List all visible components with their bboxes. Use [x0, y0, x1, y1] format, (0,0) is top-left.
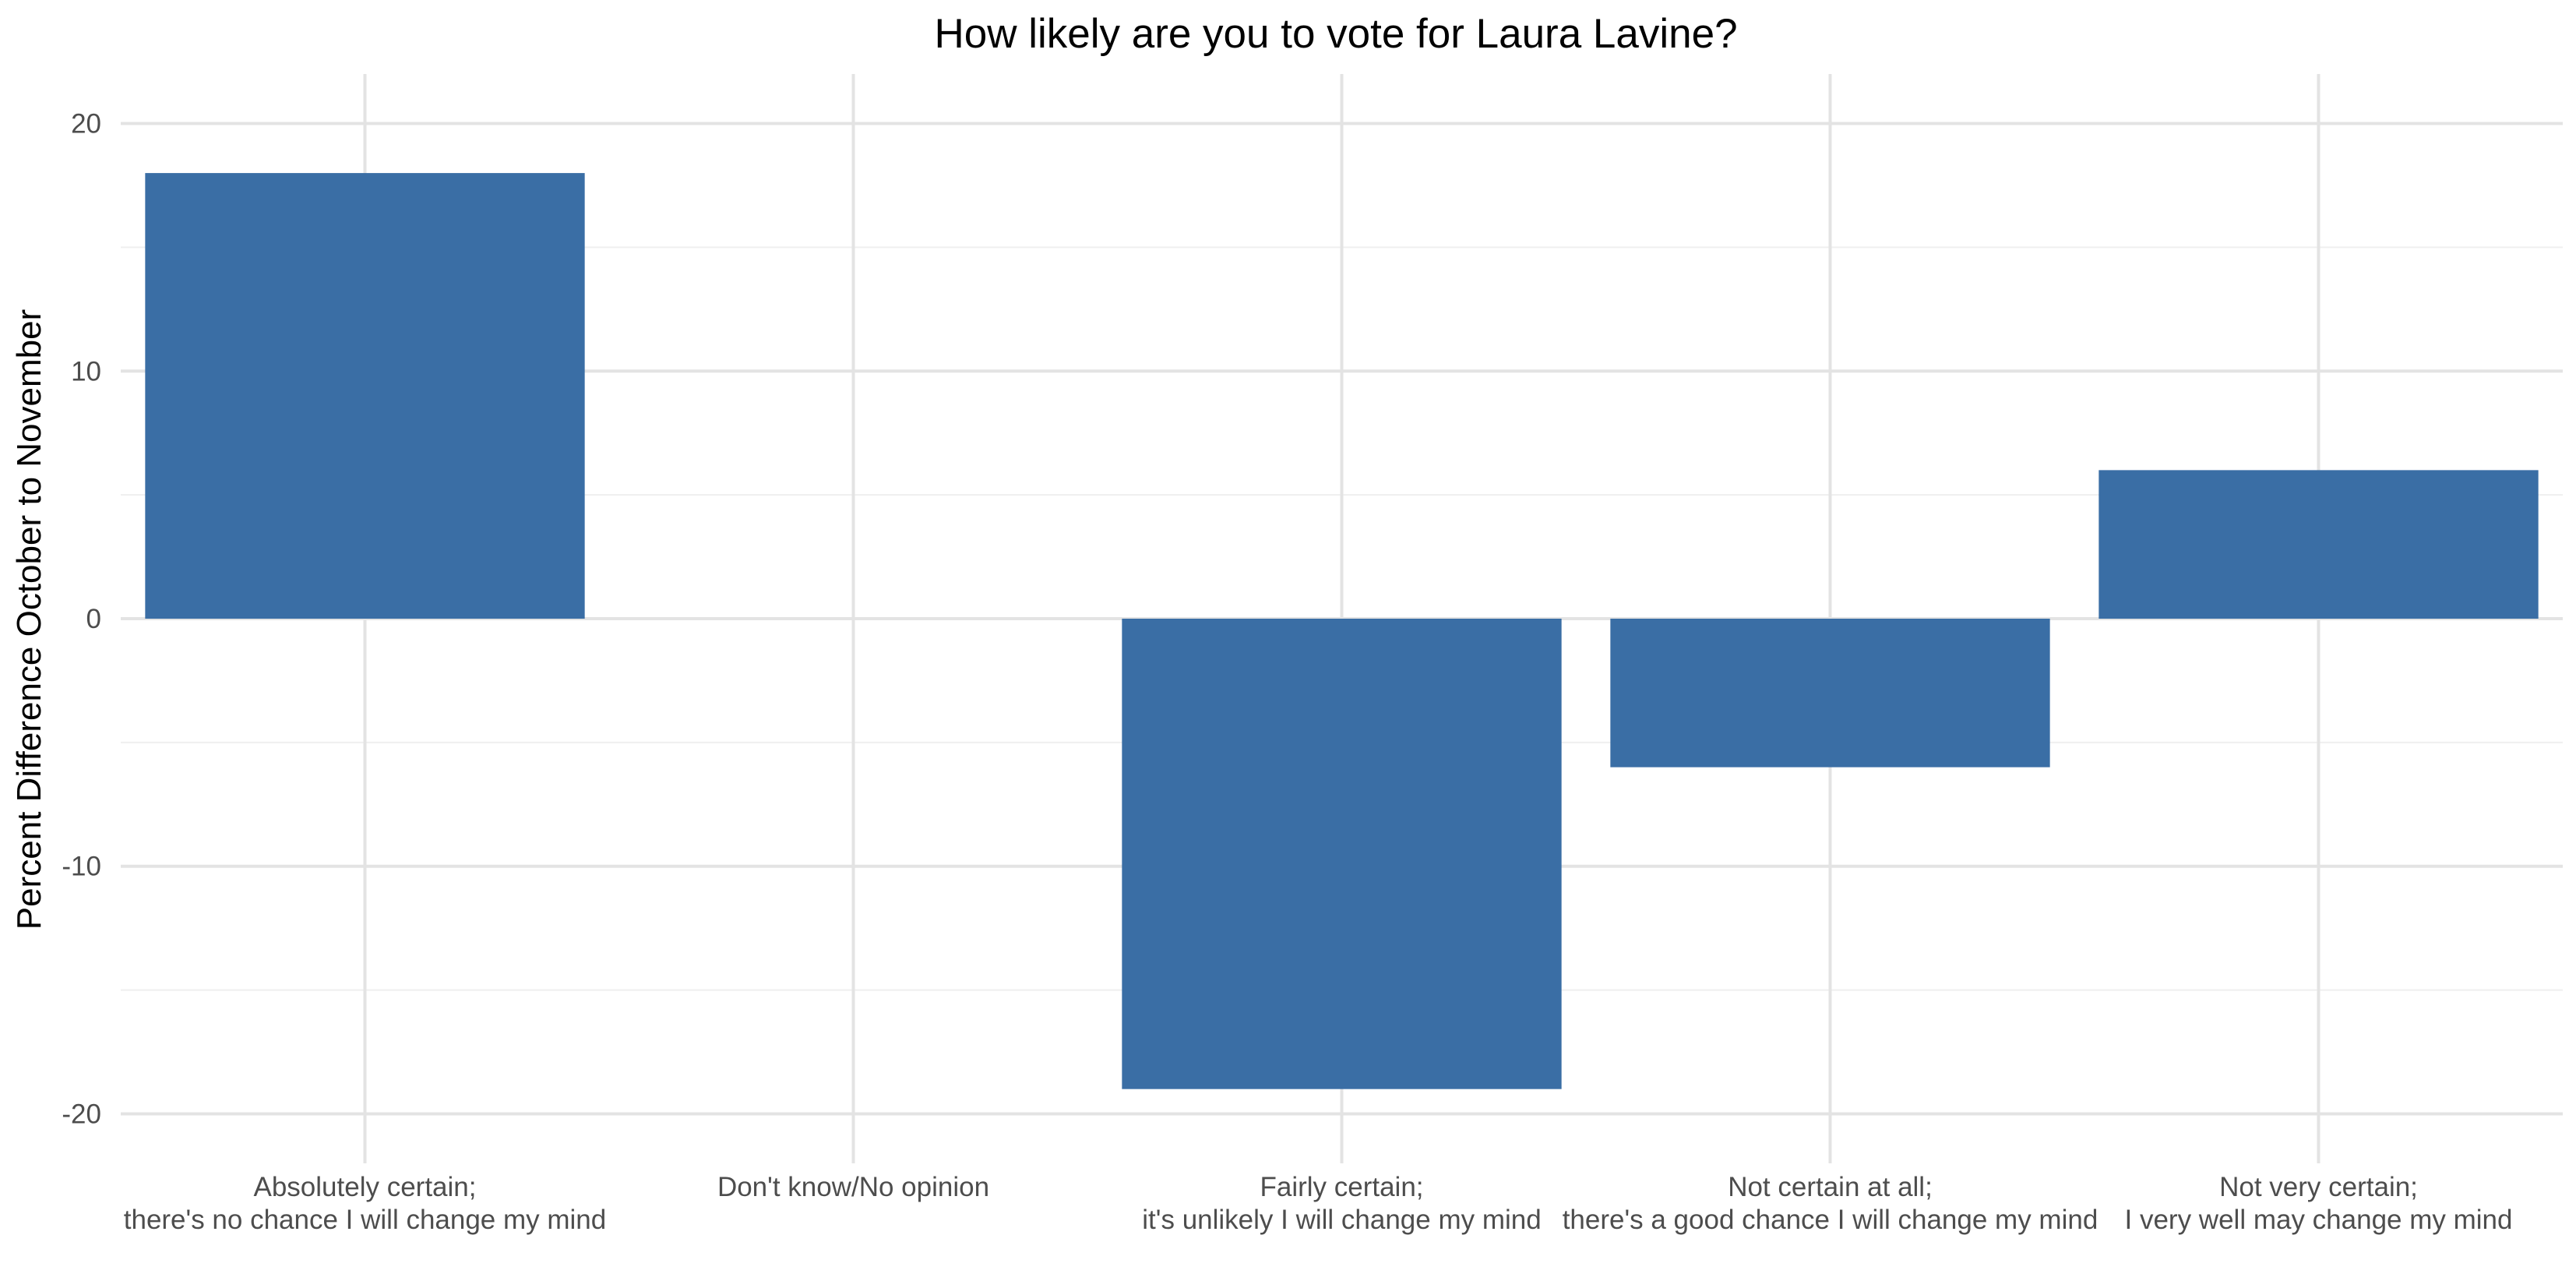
- bar-1: [145, 173, 585, 619]
- y-tick-label: 10: [71, 356, 101, 386]
- tick-labels: -20 -10 0 10 20 Absolutely certain; there's no…: [62, 109, 2512, 1235]
- x-tick-label-line: it's unlikely I will change my mind: [1142, 1205, 1541, 1235]
- x-tick-label-line: there's a good chance I will change my m…: [1563, 1205, 2099, 1235]
- x-tick-label: Absolutely certain; there's no chance I w…: [124, 1172, 607, 1235]
- x-tick-label: Not certain at all; there's a good chance…: [1563, 1172, 2099, 1235]
- bar-5: [2099, 470, 2539, 619]
- bar-3: [1122, 619, 1562, 1089]
- x-tick-label-line: Don't know/No opinion: [717, 1172, 989, 1202]
- y-tick-label: -10: [62, 852, 101, 882]
- x-tick-label: Not very certain; I very well may change …: [2125, 1172, 2513, 1235]
- y-tick-label: -20: [62, 1099, 101, 1129]
- x-tick-label: Don't know/No opinion: [717, 1172, 989, 1202]
- x-tick-label: Fairly certain; it's unlikely I will chan…: [1142, 1172, 1541, 1235]
- x-tick-label-line: Fairly certain;: [1260, 1172, 1423, 1202]
- x-tick-label-line: Not very certain;: [2219, 1172, 2418, 1202]
- y-tick-label: 0: [86, 604, 101, 634]
- y-tick-label: 20: [71, 109, 101, 139]
- y-axis-label: Percent Difference October to November: [10, 309, 48, 930]
- x-tick-label-line: I very well may change my mind: [2125, 1205, 2513, 1235]
- x-tick-label-line: Absolutely certain;: [254, 1172, 477, 1202]
- x-tick-label-line: Not certain at all;: [1728, 1172, 1933, 1202]
- chart-title: How likely are you to vote for Laura Lav…: [934, 11, 1737, 57]
- x-tick-label-line: there's no chance I will change my mind: [124, 1205, 607, 1235]
- bar-4: [1610, 619, 2050, 768]
- bars: [145, 173, 2539, 1089]
